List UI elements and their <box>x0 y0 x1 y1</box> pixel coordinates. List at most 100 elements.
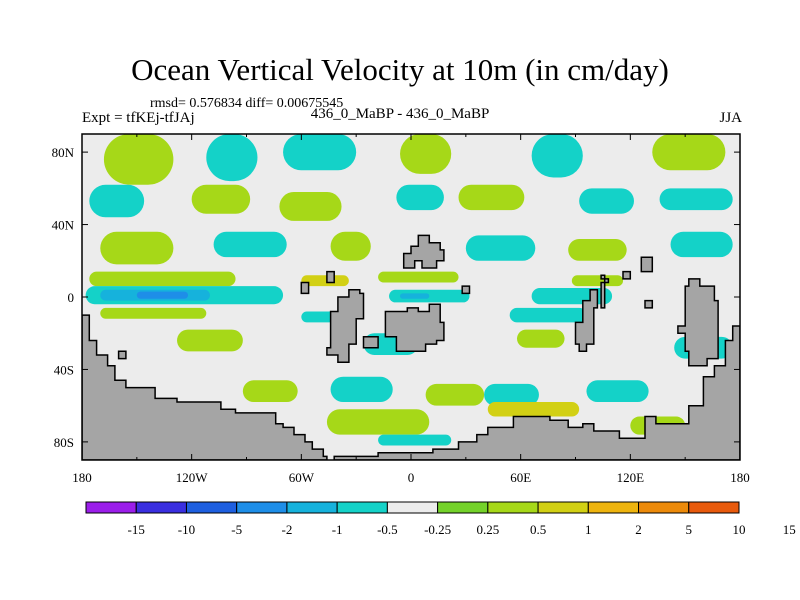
land-polygon <box>300 281 310 295</box>
contour-band <box>283 134 357 171</box>
contour-band <box>652 134 726 171</box>
land-polygon <box>82 314 328 460</box>
contour-band <box>579 188 634 214</box>
contour-band <box>330 231 371 261</box>
colorbar-label: -2 <box>282 522 293 537</box>
contour-band <box>487 402 580 417</box>
colorbar-swatch <box>587 501 640 514</box>
contour-band <box>100 231 174 265</box>
contour-band <box>396 184 444 211</box>
x-tick-label: 60W <box>289 470 315 485</box>
y-tick-label: 0 <box>68 290 75 305</box>
land-polygon <box>333 325 740 460</box>
contour-band <box>586 380 649 403</box>
contour-band <box>100 307 207 319</box>
colorbar-swatch <box>135 501 187 514</box>
land-polygon <box>461 285 471 295</box>
contour-band <box>330 376 393 403</box>
x-tick-label: 180 <box>72 470 92 485</box>
axes-layer: 180 120W 60W 0 60E 120E 180 80N 40N 0 40S 80S <box>52 134 750 485</box>
colorbar-label: 1 <box>585 522 592 537</box>
contour-band <box>213 231 287 258</box>
x-tick-label: 180 <box>730 470 750 485</box>
colorbar-label: -0.25 <box>424 522 451 537</box>
land-polygon <box>117 350 127 360</box>
contour-band <box>89 184 145 218</box>
contour-band <box>400 293 430 299</box>
land-polygon <box>574 289 599 353</box>
contour-band <box>571 275 624 287</box>
y-tick-label: 80N <box>52 145 75 160</box>
x-tick-label: 0 <box>408 470 415 485</box>
contour-band <box>103 134 174 185</box>
colorbar-label: 0.25 <box>476 522 499 537</box>
y-tick-label: 40N <box>52 218 75 233</box>
colorbar-label: -15 <box>128 522 145 537</box>
colorbar-label: -10 <box>178 522 195 537</box>
land-polygon <box>384 303 445 353</box>
contour-band <box>659 188 733 211</box>
contour-band <box>400 134 452 174</box>
contour-band <box>378 434 452 446</box>
contour-band <box>378 271 459 283</box>
land-polygon <box>622 270 632 280</box>
colorbar-swatch <box>537 501 589 514</box>
x-tick-label: 120W <box>176 470 209 485</box>
rmsd-diff-stats: rmsd= 0.576834 diff= 0.00675545 <box>150 96 344 111</box>
contour-band <box>89 271 236 287</box>
land-polygon <box>402 234 445 269</box>
contour-band <box>177 329 243 352</box>
contour-band <box>425 383 485 406</box>
contour-band <box>484 383 539 406</box>
contour-band <box>326 409 430 435</box>
colorbar-label: -1 <box>332 522 343 537</box>
colorbar-label: 5 <box>686 522 693 537</box>
contour-band <box>509 307 587 323</box>
land-polygon <box>600 274 610 309</box>
contour-band <box>517 329 565 348</box>
contour-band <box>136 291 189 299</box>
contour-band <box>279 191 342 221</box>
land-mask-layer <box>82 234 740 460</box>
colorbar-label: -5 <box>231 522 242 537</box>
contour-band <box>568 239 627 261</box>
y-tick-label: 80S <box>54 435 74 450</box>
cases-label: 436_0_MaBP - 436_0_MaBP <box>310 106 490 122</box>
land-polygon <box>326 289 365 363</box>
colorbar-swatch <box>688 501 740 514</box>
colorbar-label: 10 <box>733 522 746 537</box>
colorbar-swatch <box>286 501 338 514</box>
experiment-label: Expt = tfKEj-tfJAj <box>82 110 195 126</box>
contour-band <box>670 231 733 258</box>
colorbar-label: 0.5 <box>530 522 546 537</box>
contour-band <box>458 184 525 211</box>
contour-band <box>206 134 258 182</box>
colorbar-label: 15 <box>783 522 796 537</box>
colorbar-swatch <box>236 501 288 514</box>
colorbar-label: -0.5 <box>377 522 398 537</box>
colorbar-swatch <box>487 501 539 514</box>
land-polygon <box>326 270 335 284</box>
contour-band <box>242 380 298 403</box>
colorbar: -15 -10 -5 -2 -1 -0.5 -0.25 0.25 0.5 1 2 5 10 15 <box>85 501 796 537</box>
land-polygon <box>677 278 719 367</box>
land-polygon <box>362 336 379 349</box>
contour-band <box>301 275 349 287</box>
x-tick-label: 60E <box>510 470 531 485</box>
land-polygon <box>644 299 654 309</box>
colorbar-swatch <box>85 501 137 514</box>
season-label: JJA <box>719 110 742 126</box>
colorbar-swatch <box>437 501 489 514</box>
colorbar-label: 2 <box>635 522 642 537</box>
contour-band <box>531 287 613 305</box>
y-tick-label: 40S <box>54 362 74 377</box>
land-polygon <box>640 256 654 273</box>
x-tick-label: 120E <box>617 470 645 485</box>
colorbar-swatch <box>386 501 439 514</box>
colorbar-swatch <box>638 501 690 514</box>
contour-band <box>191 184 251 214</box>
contour-band <box>465 235 536 261</box>
contour-band <box>531 134 583 178</box>
colorbar-swatch <box>336 501 388 514</box>
